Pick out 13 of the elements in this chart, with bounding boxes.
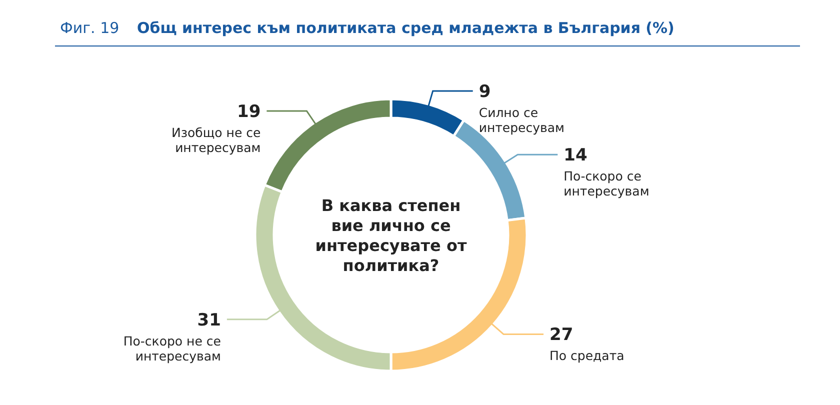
- slice-label: Силно се интересувам: [478, 104, 564, 135]
- slice-label: По-скоро се интересувам: [564, 168, 650, 199]
- data-label: 31: [197, 310, 221, 330]
- data-label: 19: [237, 102, 261, 122]
- text: В каква степен вие лично се интересувате от политика?: [315, 196, 468, 275]
- text: Фиг. 19: [60, 19, 120, 37]
- slice-label: По-скоро не се интересувам: [123, 333, 222, 364]
- data-label: 27: [550, 325, 574, 346]
- data-label: 9: [478, 82, 491, 102]
- data-label: 14: [564, 146, 588, 166]
- chart-title: Общ интерес към политиката сред младежта в България (%): [137, 19, 674, 37]
- slice-label: Изобщо не се интересувам: [172, 124, 261, 155]
- slice-label: По средата: [550, 348, 624, 364]
